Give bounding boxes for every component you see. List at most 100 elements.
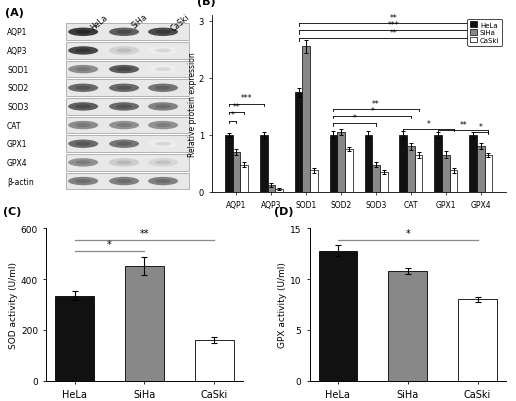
Ellipse shape — [116, 161, 132, 165]
Text: SiHa: SiHa — [130, 13, 149, 31]
Bar — [233, 153, 240, 192]
Ellipse shape — [68, 47, 98, 55]
Text: CAT: CAT — [7, 121, 22, 130]
Ellipse shape — [75, 68, 91, 72]
Text: **: ** — [390, 29, 397, 38]
Bar — [399, 136, 407, 192]
Bar — [67, 117, 189, 134]
Ellipse shape — [148, 47, 178, 55]
Ellipse shape — [68, 28, 98, 37]
Bar — [67, 24, 189, 41]
Y-axis label: GPX activity (U/ml): GPX activity (U/ml) — [278, 262, 287, 348]
Ellipse shape — [155, 124, 171, 128]
Bar — [67, 80, 189, 97]
Text: (C): (C) — [3, 207, 22, 217]
Text: β-actin: β-actin — [7, 177, 34, 186]
Text: *: * — [479, 123, 483, 132]
Ellipse shape — [75, 87, 91, 91]
Ellipse shape — [148, 159, 178, 167]
Ellipse shape — [109, 66, 139, 74]
Bar — [407, 147, 415, 192]
Ellipse shape — [148, 122, 178, 130]
Text: CaSki: CaSki — [169, 13, 191, 34]
Ellipse shape — [116, 68, 132, 72]
Bar — [330, 136, 337, 192]
Text: *: * — [370, 107, 374, 115]
Ellipse shape — [109, 28, 139, 37]
Text: **: ** — [390, 14, 397, 23]
Bar — [318, 251, 357, 381]
Bar — [450, 171, 457, 192]
Ellipse shape — [68, 140, 98, 148]
Bar — [477, 147, 485, 192]
Bar — [195, 340, 234, 381]
Ellipse shape — [148, 28, 178, 37]
Ellipse shape — [109, 103, 139, 111]
Ellipse shape — [148, 177, 178, 186]
Text: **: ** — [372, 99, 380, 108]
Ellipse shape — [116, 49, 132, 53]
Ellipse shape — [68, 177, 98, 186]
Bar — [240, 165, 248, 192]
Bar — [267, 186, 275, 192]
Ellipse shape — [155, 31, 171, 34]
Legend: HeLa, SiHa, CaSki: HeLa, SiHa, CaSki — [467, 20, 502, 47]
Text: (D): (D) — [275, 207, 294, 217]
Ellipse shape — [155, 105, 171, 109]
Text: **: ** — [233, 103, 240, 111]
Text: ***: *** — [388, 21, 399, 30]
Text: AQP3: AQP3 — [7, 47, 27, 56]
Bar — [67, 43, 189, 60]
Ellipse shape — [148, 84, 178, 93]
Ellipse shape — [148, 140, 178, 148]
Text: *: * — [405, 229, 410, 239]
Ellipse shape — [75, 105, 91, 109]
Ellipse shape — [68, 66, 98, 74]
Bar — [295, 93, 302, 192]
Text: GPX1: GPX1 — [7, 140, 27, 149]
Bar — [469, 136, 477, 192]
Text: AQP1: AQP1 — [7, 28, 27, 37]
Ellipse shape — [155, 161, 171, 165]
Bar — [434, 136, 442, 192]
Ellipse shape — [116, 124, 132, 128]
Bar — [55, 296, 94, 381]
Ellipse shape — [109, 47, 139, 55]
Bar — [345, 150, 352, 192]
Bar — [67, 173, 189, 190]
Ellipse shape — [68, 159, 98, 167]
Ellipse shape — [116, 87, 132, 91]
Bar — [485, 156, 492, 192]
Ellipse shape — [148, 103, 178, 111]
Ellipse shape — [75, 31, 91, 34]
Ellipse shape — [155, 87, 171, 91]
Bar — [67, 155, 189, 171]
Bar — [337, 133, 345, 192]
Text: HeLa: HeLa — [89, 13, 109, 32]
Bar — [275, 190, 283, 192]
Text: *: * — [353, 114, 357, 123]
Text: *: * — [231, 111, 235, 120]
Ellipse shape — [109, 159, 139, 167]
Bar — [260, 136, 267, 192]
Bar — [125, 267, 164, 381]
Bar — [310, 171, 318, 192]
Bar — [458, 300, 497, 381]
Text: (B): (B) — [197, 0, 216, 7]
Ellipse shape — [75, 161, 91, 165]
Ellipse shape — [109, 122, 139, 130]
Bar — [380, 172, 388, 192]
Text: ***: *** — [240, 94, 252, 103]
Ellipse shape — [109, 177, 139, 186]
Bar — [67, 136, 189, 153]
Ellipse shape — [109, 84, 139, 93]
Ellipse shape — [116, 180, 132, 184]
Bar — [365, 136, 372, 192]
Ellipse shape — [68, 84, 98, 93]
Y-axis label: SOD activity (U/ml): SOD activity (U/ml) — [9, 261, 18, 348]
Text: GPX4: GPX4 — [7, 158, 28, 168]
Y-axis label: Relative protein expression: Relative protein expression — [188, 52, 197, 156]
Text: **: ** — [140, 228, 149, 238]
Ellipse shape — [68, 122, 98, 130]
Ellipse shape — [155, 142, 171, 146]
